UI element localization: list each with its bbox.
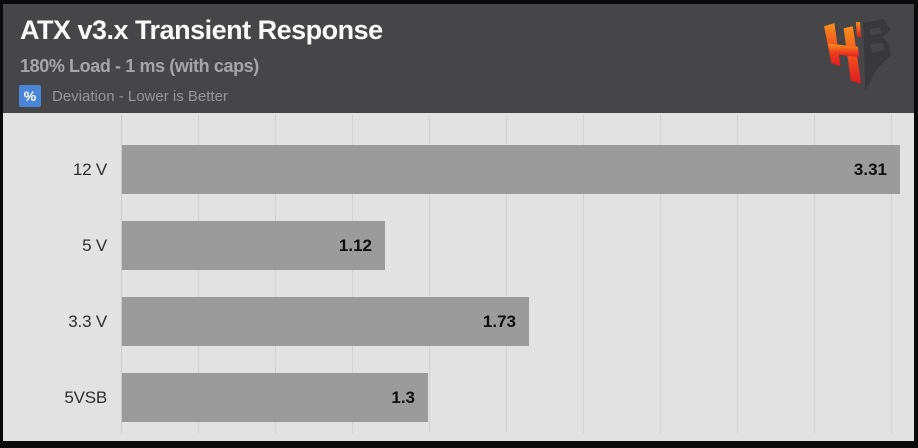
deviation-note-row: % Deviation - Lower is Better (19, 85, 228, 107)
percent-badge: % (19, 85, 41, 107)
chart-subtitle: 180% Load - 1 ms (with caps) (20, 56, 259, 76)
bar: 1.3 (122, 373, 428, 422)
bar-row: 12 V 3.31 (3, 145, 914, 194)
plot-area: 12 V 3.31 5 V 1.12 3.3 V 1.73 5VSB 1.3 (3, 113, 914, 441)
bar: 1.12 (122, 221, 385, 270)
bar: 3.31 (122, 145, 900, 194)
bar-row: 5VSB 1.3 (3, 373, 914, 422)
deviation-note-text: Deviation - Lower is Better (52, 87, 228, 105)
hb-logo-icon (824, 19, 891, 91)
chart-title: ATX v3.x Transient Response (20, 15, 383, 45)
bar-value-label: 1.3 (391, 388, 415, 407)
category-label: 5VSB (64, 388, 107, 407)
bar-value-label: 1.12 (338, 236, 372, 255)
gridline (198, 115, 199, 433)
chart-header: ATX v3.x Transient Response 180% Load - … (3, 4, 914, 113)
gridline (506, 115, 507, 433)
bar-value-label: 3.31 (853, 160, 887, 179)
gridline (891, 115, 892, 433)
gridline (352, 115, 353, 433)
category-label: 3.3 V (68, 312, 107, 331)
category-label: 12 V (72, 160, 107, 179)
bar-row: 3.3 V 1.73 (3, 297, 914, 346)
gridline (583, 115, 584, 433)
gridline (429, 115, 430, 433)
gridline (814, 115, 815, 433)
bar-row: 5 V 1.12 (3, 221, 914, 270)
gridline (275, 115, 276, 433)
bar: 1.73 (122, 297, 529, 346)
bar-value-label: 1.73 (482, 312, 516, 331)
gridline (660, 115, 661, 433)
gridline (737, 115, 738, 433)
category-label: 5 V (82, 236, 107, 255)
y-axis-line (121, 115, 122, 433)
